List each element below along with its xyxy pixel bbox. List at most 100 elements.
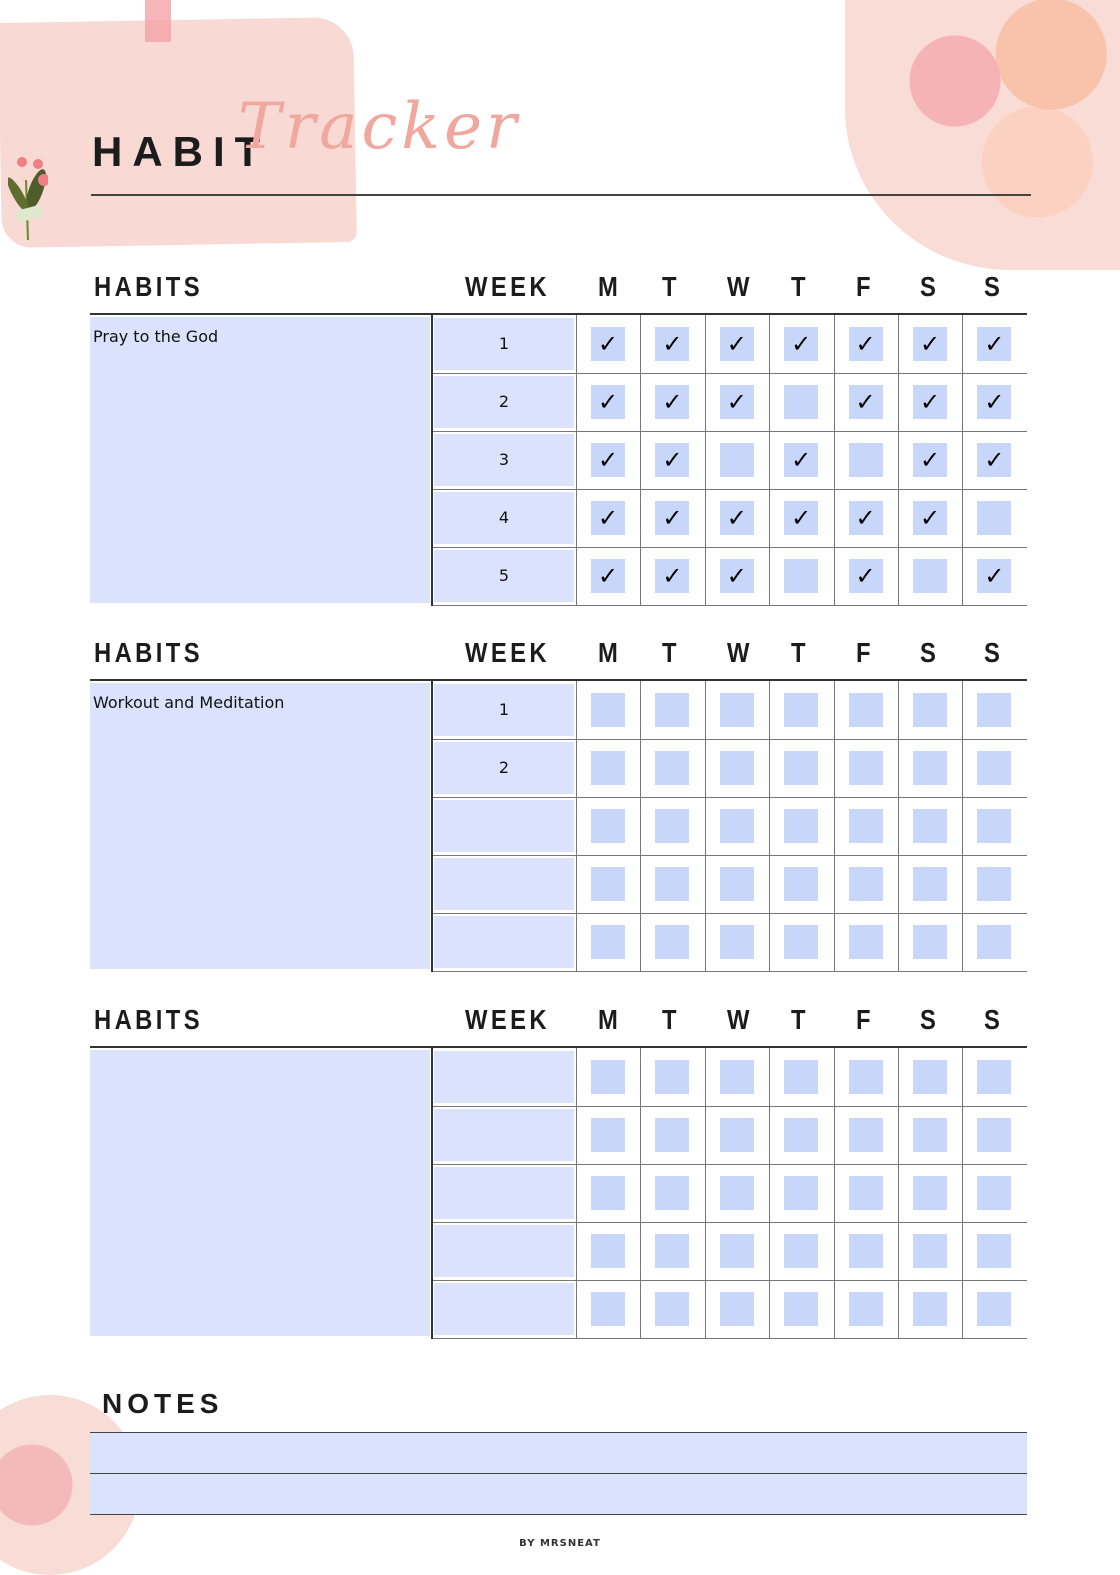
empty-checkbox[interactable] (591, 867, 625, 901)
empty-checkbox[interactable] (913, 1234, 947, 1268)
checked-checkbox[interactable]: ✓ (913, 443, 947, 477)
checked-checkbox[interactable]: ✓ (591, 385, 625, 419)
empty-checkbox[interactable] (719, 693, 754, 727)
checked-checkbox[interactable]: ✓ (848, 327, 883, 361)
week-number-field[interactable]: 3 (434, 434, 574, 486)
checked-checkbox[interactable]: ✓ (913, 385, 947, 419)
empty-checkbox[interactable] (591, 925, 625, 959)
empty-checkbox[interactable] (913, 809, 947, 843)
empty-checkbox[interactable] (719, 809, 754, 843)
empty-checkbox[interactable] (655, 1292, 690, 1326)
empty-checkbox[interactable] (655, 1176, 690, 1210)
empty-checkbox[interactable] (848, 925, 883, 959)
checked-checkbox[interactable]: ✓ (977, 327, 1012, 361)
empty-checkbox[interactable] (719, 1234, 754, 1268)
week-number-field[interactable] (434, 1167, 574, 1219)
empty-checkbox[interactable] (719, 1118, 754, 1152)
empty-checkbox[interactable] (848, 693, 883, 727)
empty-checkbox[interactable] (977, 1060, 1012, 1094)
empty-checkbox[interactable] (977, 1118, 1012, 1152)
checked-checkbox[interactable]: ✓ (848, 385, 883, 419)
empty-checkbox[interactable] (655, 751, 690, 785)
checked-checkbox[interactable]: ✓ (655, 559, 690, 593)
empty-checkbox[interactable] (719, 867, 754, 901)
checked-checkbox[interactable]: ✓ (591, 327, 625, 361)
empty-checkbox[interactable] (913, 559, 947, 593)
checked-checkbox[interactable]: ✓ (977, 559, 1012, 593)
checked-checkbox[interactable]: ✓ (848, 559, 883, 593)
checked-checkbox[interactable]: ✓ (719, 501, 754, 535)
empty-checkbox[interactable] (848, 1234, 883, 1268)
empty-checkbox[interactable] (977, 501, 1012, 535)
checked-checkbox[interactable]: ✓ (719, 327, 754, 361)
checked-checkbox[interactable]: ✓ (655, 501, 690, 535)
empty-checkbox[interactable] (719, 925, 754, 959)
empty-checkbox[interactable] (784, 809, 819, 843)
empty-checkbox[interactable] (591, 1060, 625, 1094)
empty-checkbox[interactable] (784, 867, 819, 901)
empty-checkbox[interactable] (848, 867, 883, 901)
empty-checkbox[interactable] (784, 1176, 819, 1210)
checked-checkbox[interactable]: ✓ (719, 559, 754, 593)
notes-line[interactable] (90, 1432, 1027, 1473)
empty-checkbox[interactable] (591, 1292, 625, 1326)
checked-checkbox[interactable]: ✓ (591, 559, 625, 593)
empty-checkbox[interactable] (848, 1292, 883, 1326)
empty-checkbox[interactable] (913, 1118, 947, 1152)
empty-checkbox[interactable] (848, 1060, 883, 1094)
checked-checkbox[interactable]: ✓ (848, 501, 883, 535)
empty-checkbox[interactable] (977, 925, 1012, 959)
empty-checkbox[interactable] (655, 1118, 690, 1152)
empty-checkbox[interactable] (655, 925, 690, 959)
empty-checkbox[interactable] (784, 1118, 819, 1152)
checked-checkbox[interactable]: ✓ (655, 443, 690, 477)
week-number-field[interactable] (434, 858, 574, 910)
week-number-field[interactable]: 2 (434, 742, 574, 794)
empty-checkbox[interactable] (784, 1292, 819, 1326)
empty-checkbox[interactable] (655, 693, 690, 727)
empty-checkbox[interactable] (913, 751, 947, 785)
empty-checkbox[interactable] (784, 559, 819, 593)
checked-checkbox[interactable]: ✓ (784, 443, 819, 477)
checked-checkbox[interactable]: ✓ (591, 443, 625, 477)
empty-checkbox[interactable] (719, 1292, 754, 1326)
empty-checkbox[interactable] (913, 1292, 947, 1326)
empty-checkbox[interactable] (719, 443, 754, 477)
empty-checkbox[interactable] (977, 809, 1012, 843)
week-number-field[interactable]: 2 (434, 376, 574, 428)
empty-checkbox[interactable] (655, 809, 690, 843)
checked-checkbox[interactable]: ✓ (655, 327, 690, 361)
checked-checkbox[interactable]: ✓ (591, 501, 625, 535)
empty-checkbox[interactable] (848, 443, 883, 477)
empty-checkbox[interactable] (913, 925, 947, 959)
checked-checkbox[interactable]: ✓ (719, 385, 754, 419)
checked-checkbox[interactable]: ✓ (655, 385, 690, 419)
week-number-field[interactable] (434, 800, 574, 852)
empty-checkbox[interactable] (655, 1234, 690, 1268)
week-number-field[interactable] (434, 916, 574, 968)
week-number-field[interactable]: 1 (434, 318, 574, 370)
empty-checkbox[interactable] (719, 1060, 754, 1094)
empty-checkbox[interactable] (848, 1118, 883, 1152)
notes-line[interactable] (90, 1473, 1027, 1515)
empty-checkbox[interactable] (977, 693, 1012, 727)
empty-checkbox[interactable] (848, 1176, 883, 1210)
checked-checkbox[interactable]: ✓ (784, 327, 819, 361)
empty-checkbox[interactable] (591, 1118, 625, 1152)
empty-checkbox[interactable] (913, 1060, 947, 1094)
habit-name-field[interactable]: Workout and Meditation (90, 683, 430, 969)
checked-checkbox[interactable]: ✓ (977, 385, 1012, 419)
empty-checkbox[interactable] (913, 1176, 947, 1210)
week-number-field[interactable]: 5 (434, 550, 574, 602)
empty-checkbox[interactable] (719, 1176, 754, 1210)
empty-checkbox[interactable] (591, 1176, 625, 1210)
empty-checkbox[interactable] (977, 1234, 1012, 1268)
empty-checkbox[interactable] (977, 751, 1012, 785)
empty-checkbox[interactable] (784, 693, 819, 727)
empty-checkbox[interactable] (591, 809, 625, 843)
empty-checkbox[interactable] (977, 1292, 1012, 1326)
week-number-field[interactable] (434, 1051, 574, 1103)
empty-checkbox[interactable] (784, 751, 819, 785)
empty-checkbox[interactable] (719, 751, 754, 785)
checked-checkbox[interactable]: ✓ (784, 501, 819, 535)
